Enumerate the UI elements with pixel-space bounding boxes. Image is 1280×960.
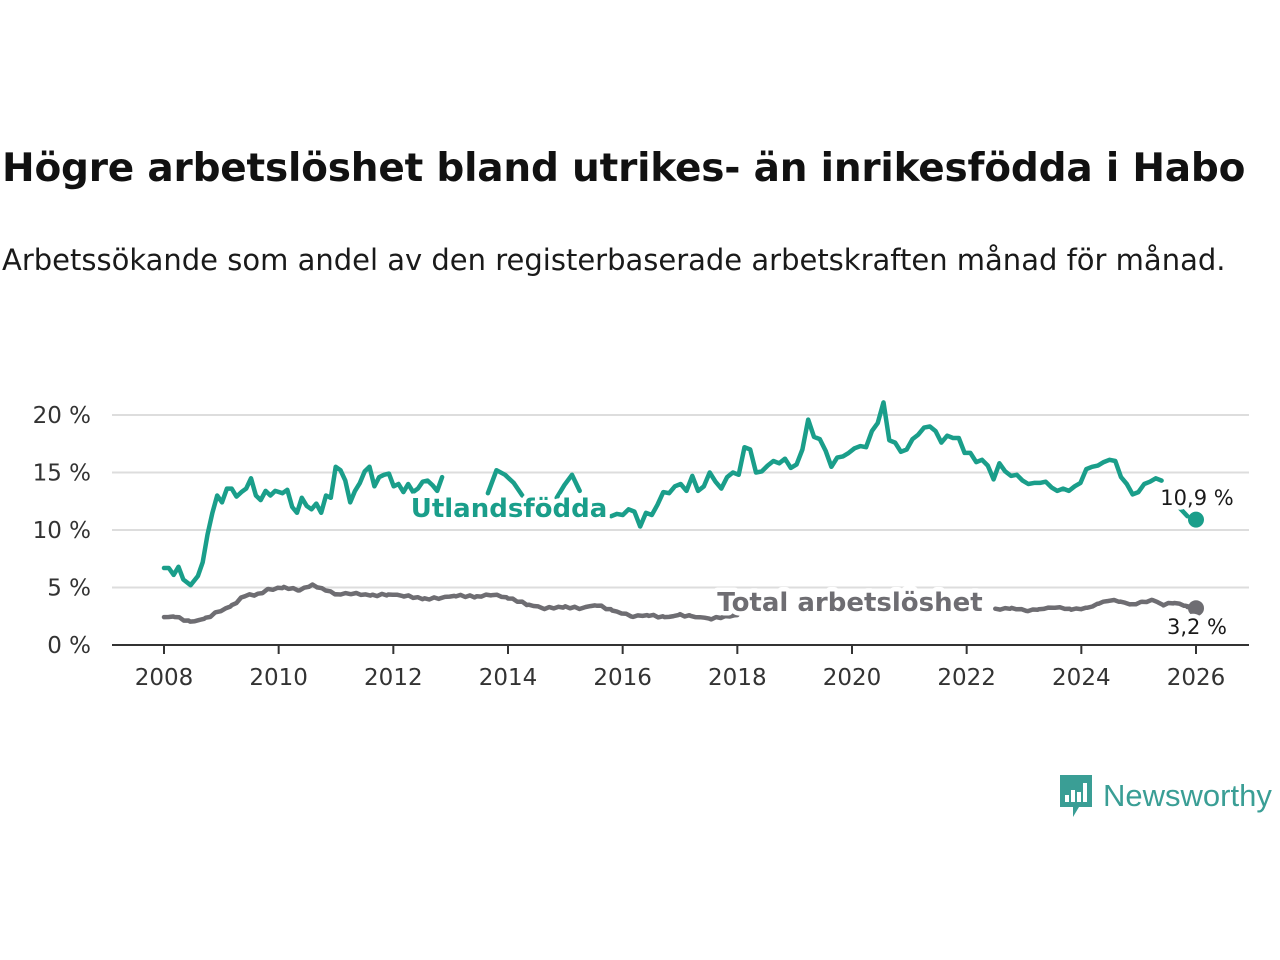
total-line-segment: [993, 597, 1199, 614]
x-tick-label: 2012: [364, 665, 423, 691]
total-series-label: Total arbetslöshet: [717, 588, 982, 618]
foreign-born-line-segment: [485, 467, 525, 498]
foreign-born-line-tail: [1159, 486, 1190, 519]
y-tick-label: 15 %: [33, 461, 91, 487]
total-line-segment: [161, 582, 740, 624]
brand-logo: Newsworthy: [1058, 772, 1272, 820]
gridlines: [112, 414, 1249, 589]
brand-name: Newsworthy: [1103, 778, 1272, 813]
svg-text:Total arbetslöshet: Total arbetslöshet: [717, 588, 982, 618]
total-end-label: 3,2 %: [1167, 615, 1227, 639]
svg-text:3,2 %: 3,2 %: [1167, 615, 1227, 639]
foreign-born-end-label: 10,9 %: [1160, 486, 1233, 510]
svg-text:10,9 %: 10,9 %: [1160, 486, 1233, 510]
x-tick-label: 2026: [1167, 665, 1226, 691]
chart-title: Högre arbetslöshet bland utrikes- än inr…: [2, 146, 1246, 191]
foreign-born-line-segment: [554, 472, 582, 501]
foreign-born-line-segment: [161, 464, 445, 588]
chart-subtitle: Arbetssökande som andel av den registerb…: [2, 243, 1226, 277]
y-tick-label: 0 %: [47, 633, 91, 659]
x-tick-label: 2016: [593, 665, 652, 691]
newsworthy-logo-icon: [1060, 775, 1092, 817]
series-lines: [161, 400, 1204, 624]
svg-text:Utlandsfödda: Utlandsfödda: [411, 494, 608, 524]
x-tick-label: 2018: [708, 665, 767, 691]
foreign-born-series-label: Utlandsfödda: [411, 494, 608, 524]
foreign-born-end-marker: [1188, 511, 1204, 528]
y-tick-label: 20 %: [33, 403, 91, 429]
x-tick-label: 2010: [249, 665, 308, 691]
x-tick-label: 2024: [1052, 665, 1111, 691]
x-tick-label: 2020: [823, 665, 882, 691]
x-tick-label: 2014: [479, 665, 538, 691]
total-end-marker: [1188, 600, 1204, 617]
x-tick-label: 2008: [135, 665, 194, 691]
y-tick-label: 10 %: [33, 518, 91, 544]
x-tick-label: 2022: [937, 665, 996, 691]
y-tick-label: 5 %: [47, 576, 91, 602]
foreign-born-line-segment: [608, 400, 1164, 529]
axes: 0 % 5 % 10 % 15 % 20 % 2008 2010 2012 2014 2016 20…: [33, 403, 1249, 691]
